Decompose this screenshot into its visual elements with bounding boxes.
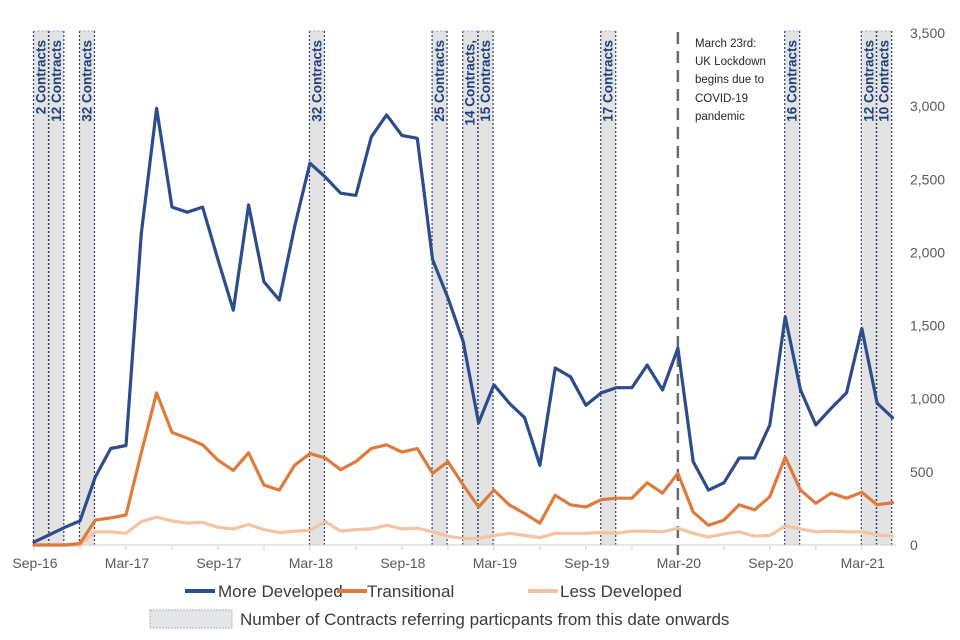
annotation-line: March 23rd:: [695, 38, 756, 50]
x-tick-label: Sep-17: [196, 555, 241, 571]
contract-band: 32 Contracts: [78, 30, 96, 545]
legend-label-contract-band: Number of Contracts referring particpant…: [240, 610, 729, 629]
contract-band-fill: [48, 31, 64, 545]
contract-band-label: 12 Contracts: [49, 40, 64, 122]
contract-band-label: 25 Contracts: [432, 40, 447, 122]
contract-band: 2 Contracts: [32, 30, 50, 545]
y-tick-label: 1,500: [910, 318, 945, 334]
contract-band-fill: [432, 31, 448, 545]
annotation-line: UK Lockdown: [695, 56, 766, 68]
contract-band: 15 Contracts: [477, 30, 494, 545]
contract-band-label: 14 Contracts,: [463, 40, 478, 126]
legend-swatch-contract-band: [149, 609, 233, 629]
y-tick-label: 1,000: [910, 391, 945, 407]
y-tick-label: 2,000: [910, 244, 945, 260]
contract-band-fill: [784, 31, 800, 545]
x-tick-label: Mar-18: [289, 555, 334, 571]
legend-label-less-developed: Less Developed: [560, 582, 682, 601]
legend-label-transitional: Transitional: [367, 582, 454, 601]
x-tick-label: Sep-18: [380, 555, 425, 571]
contract-band-label: 2 Contracts: [34, 40, 49, 114]
x-tick-label: Sep-19: [564, 555, 609, 571]
contract-band: 17 Contracts: [600, 30, 617, 545]
contract-band-fill: [79, 31, 95, 545]
contract-bands: 2 Contracts 12 Contracts 32 Contracts 32 Co…: [32, 30, 893, 545]
contract-band: 10 Contracts: [876, 30, 893, 545]
legend: More Developed Transitional Less Develop…: [149, 582, 729, 629]
contract-band-label: 32 Contracts: [309, 40, 324, 122]
contract-band-fill: [600, 31, 616, 545]
annotation-line: COVID-19: [695, 93, 748, 105]
contract-band-fill: [861, 31, 877, 545]
x-tick-label: Mar-17: [105, 555, 150, 571]
contract-band-label: 32 Contracts: [79, 40, 94, 122]
contract-band-fill: [876, 31, 892, 545]
contract-band: 16 Contracts: [784, 30, 801, 545]
annotation-line: begins due to: [695, 74, 764, 86]
contract-band: 12 Contracts: [860, 30, 877, 545]
y-tick-label: 2,500: [910, 171, 945, 187]
contract-band-label: 12 Contracts: [861, 40, 876, 122]
legend-label-more-developed: More Developed: [218, 582, 343, 601]
contract-band-label: 15 Contracts: [478, 40, 493, 122]
contract-band-fill: [462, 31, 478, 545]
y-tick-label: 3,500: [910, 25, 945, 41]
contract-band-label: 10 Contracts: [877, 40, 892, 122]
contract-band-fill: [309, 31, 325, 545]
contract-band: 12 Contracts: [48, 30, 65, 545]
x-tick-label: Mar-21: [841, 555, 886, 571]
contract-band: 14 Contracts,: [462, 30, 479, 545]
contract-band-fill: [33, 31, 49, 545]
contract-band: 32 Contracts: [308, 30, 326, 545]
y-tick-label: 500: [910, 464, 934, 480]
annotation-line: pandemic: [695, 111, 745, 123]
x-tick-label: Mar-19: [473, 555, 518, 571]
contract-band-label: 16 Contracts: [785, 40, 800, 122]
x-axis: Sep-16 Mar-17 Sep-17 Mar-18 Sep-18 Mar-19 Sep-…: [12, 544, 897, 571]
x-tick-label: Mar-20: [657, 555, 702, 571]
y-axis: 0 500 1,000 1,500 2,000 2,500 3,000 3,500: [910, 25, 945, 553]
contract-band: 25 Contracts: [431, 30, 448, 545]
y-tick-label: 3,000: [910, 98, 945, 114]
series-lines: [32, 106, 895, 547]
lockdown-annotation: March 23rd: UK Lockdown begins due to CO…: [676, 32, 766, 555]
x-tick-label: Sep-16: [12, 555, 57, 571]
x-tick-label: Sep-20: [748, 555, 793, 571]
y-tick-label: 0: [910, 537, 918, 553]
contract-band-label: 17 Contracts: [601, 40, 616, 122]
